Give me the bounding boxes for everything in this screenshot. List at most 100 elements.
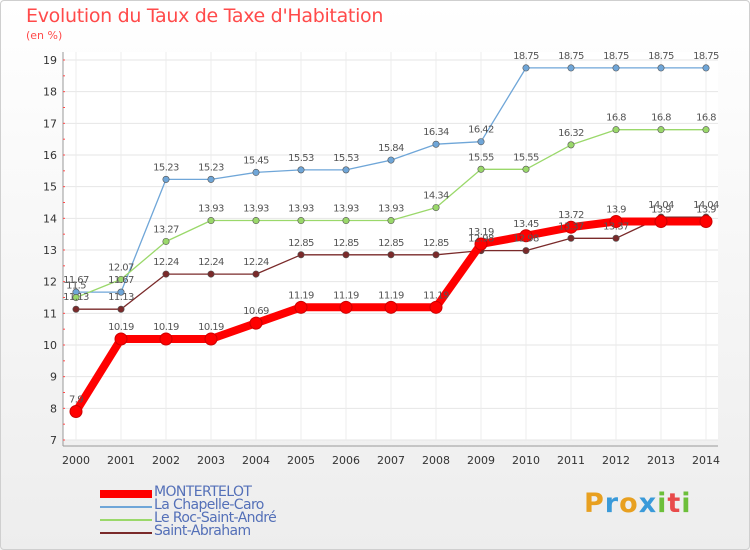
data-label: 13.37	[558, 221, 584, 232]
data-label: 14.04	[648, 200, 674, 211]
data-label: 11.19	[288, 290, 314, 301]
data-point	[477, 165, 485, 173]
y-tick-label: 17	[43, 117, 57, 130]
data-label: 12.24	[198, 257, 224, 268]
data-label: 15.84	[378, 143, 404, 154]
data-label: 12.24	[153, 257, 179, 268]
data-label: 14.04	[693, 200, 719, 211]
x-tick-label: 2013	[647, 454, 675, 467]
data-point	[387, 251, 395, 259]
data-label: 10.69	[243, 306, 269, 317]
legend-label: La Chapelle-Caro	[154, 497, 264, 513]
legend-label: MONTERTELOT	[154, 484, 252, 500]
data-label: 15.23	[198, 162, 224, 173]
data-point	[339, 300, 353, 314]
data-point	[342, 166, 350, 174]
y-tick-label: 7	[50, 434, 57, 447]
data-point	[702, 126, 710, 134]
data-label: 13.19	[468, 227, 494, 238]
data-point	[72, 293, 80, 301]
data-point	[297, 166, 305, 174]
series-1	[72, 64, 710, 296]
data-label: 10.19	[198, 322, 224, 333]
x-tick-label: 2014	[692, 454, 720, 467]
data-point	[342, 251, 350, 259]
proxiti-logo: Proxiti	[584, 488, 692, 519]
y-tick-label: 10	[43, 339, 57, 352]
y-axis-unit: (en %)	[26, 29, 63, 42]
legend-label: Saint-Abraham	[154, 523, 251, 539]
data-label: 11.67	[108, 275, 134, 286]
data-point	[522, 64, 530, 72]
data-label: 13.93	[333, 204, 359, 215]
data-point	[159, 332, 173, 346]
x-tick-label: 2011	[557, 454, 585, 467]
data-point	[522, 247, 530, 255]
data-point	[477, 138, 485, 146]
y-tick-label: 8	[50, 402, 57, 415]
data-point	[612, 64, 620, 72]
data-label: 16.8	[606, 113, 626, 124]
data-label: 15.23	[153, 162, 179, 173]
data-point	[117, 305, 125, 313]
data-label: 13.9	[606, 205, 626, 216]
data-label: 12.85	[378, 238, 404, 249]
data-point	[609, 215, 623, 228]
x-tick-label: 2009	[467, 454, 495, 467]
data-point	[432, 251, 440, 259]
data-label: 18.75	[693, 51, 719, 62]
data-label: 13.9	[696, 205, 716, 216]
data-point	[567, 141, 575, 149]
data-point	[117, 275, 125, 283]
legend-swatch	[100, 532, 152, 534]
data-point	[699, 215, 713, 228]
y-tick-label: 19	[43, 54, 57, 67]
y-tick-label: 9	[50, 371, 57, 384]
x-tick-label: 2004	[242, 454, 270, 467]
data-point	[474, 237, 488, 251]
y-tick-label: 18	[43, 86, 57, 99]
data-label: 7.9	[69, 395, 83, 406]
data-point	[252, 168, 260, 176]
data-point	[702, 64, 710, 72]
data-point	[249, 316, 263, 330]
data-point	[162, 237, 170, 245]
legend-swatch	[100, 506, 152, 508]
data-label: 10.19	[108, 322, 134, 333]
data-label: 11.13	[63, 292, 89, 303]
legend-swatch	[100, 490, 152, 498]
data-label: 12.98	[468, 234, 494, 245]
data-label: 14.34	[423, 191, 449, 202]
data-label: 13.37	[603, 221, 629, 232]
data-label: 16.8	[651, 113, 671, 124]
data-point	[567, 234, 575, 242]
data-label: 13.93	[378, 204, 404, 215]
x-tick-label: 2000	[62, 454, 90, 467]
data-label: 12.85	[333, 238, 359, 249]
data-point	[207, 270, 215, 278]
data-label: 18.75	[513, 51, 539, 62]
chart-title: Evolution du Taux de Taxe d'Habitation	[26, 5, 384, 27]
data-point	[654, 215, 668, 228]
data-point	[72, 305, 80, 313]
data-label: 13.93	[198, 204, 224, 215]
data-label: 15.55	[468, 152, 494, 163]
data-point	[387, 156, 395, 164]
y-tick-label: 12	[43, 276, 57, 289]
data-point	[342, 217, 350, 225]
data-point	[657, 64, 665, 72]
data-label: 13.72	[558, 210, 584, 221]
data-label: 13.93	[288, 204, 314, 215]
data-point	[522, 165, 530, 173]
data-label: 15.53	[333, 153, 359, 164]
data-point	[432, 140, 440, 148]
data-label: 12.24	[243, 257, 269, 268]
x-tick-label: 2005	[287, 454, 315, 467]
data-label: 15.53	[288, 153, 314, 164]
series-2	[72, 126, 710, 301]
data-point	[657, 126, 665, 134]
data-label: 13.93	[243, 204, 269, 215]
data-point	[384, 300, 398, 314]
series-0	[69, 215, 713, 418]
data-point	[519, 229, 533, 243]
